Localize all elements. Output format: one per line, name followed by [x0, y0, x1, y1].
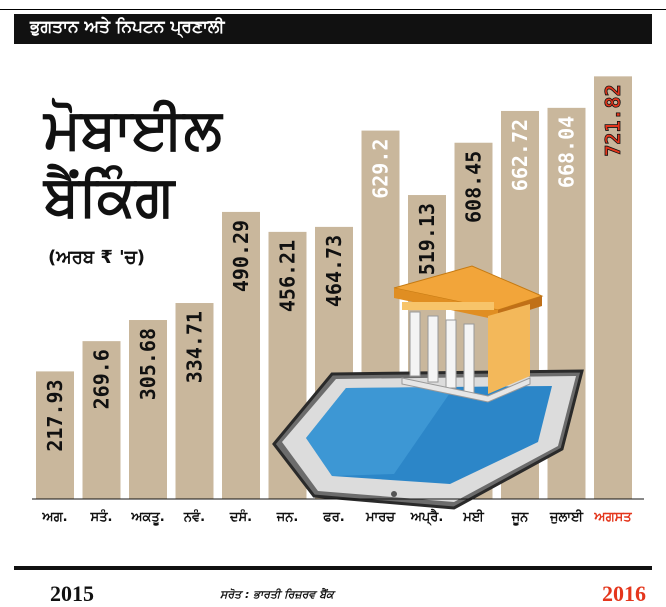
category-label: ਸਤੰ. — [90, 508, 113, 525]
bar-3 — [129, 320, 167, 499]
category-label: ਅਗਸਤ — [593, 510, 632, 525]
category-labels: ਅਗ. ਸਤੰ. ਅਕਤੂ. ਨਵੰ. ਦਸੰ. ਜਨ. ਫਰ. ਮਾਰਚ ਅਪ੍ਰੈ. ਮਈ ਜੂ… — [41, 508, 632, 526]
bar-value-label: 519.13 — [415, 203, 439, 275]
bar-value-label: 334.71 — [183, 311, 207, 383]
bar-value-label: 608.45 — [462, 151, 486, 223]
bar-2 — [82, 341, 121, 499]
bar-value-label: 464.73 — [322, 235, 346, 307]
category-label: ਮਾਰਚ — [365, 510, 396, 525]
banner-title: ਭੁਗਤਾਨ ਅਤੇ ਨਿਪਟਨ ਪ੍ਰਣਾਲੀ — [30, 17, 225, 37]
bar-4 — [175, 303, 214, 499]
bar-value-label: 217.93 — [43, 379, 67, 451]
unit-label: (ਅਰਬ ₹ 'ਚ) — [48, 247, 146, 268]
category-label: ਅਪ੍ਰੈ. — [410, 508, 444, 526]
bar-5 — [222, 211, 260, 499]
header-banner: ਭੁਗਤਾਨ ਅਤੇ ਨਿਪਟਨ ਪ੍ਰਣਾਲੀ — [14, 14, 652, 44]
chart-title-line2: ਬੈਂਕਿੰਗ — [44, 164, 175, 229]
category-label: ਨਵੰ. — [183, 508, 205, 525]
bar-value-label: 269.6 — [90, 349, 114, 409]
source-note: ਸਰੋਤ : ਭਾਰਤੀ ਰਿਜ਼ਰਵ ਬੈਂਕ — [220, 588, 334, 601]
bar-value-label: 456.21 — [276, 240, 300, 312]
category-label: ਮਈ — [462, 509, 485, 525]
category-label: ਜੂਨ — [511, 510, 529, 526]
category-label: ਅਗ. — [41, 510, 67, 525]
phone-illustration — [272, 369, 584, 510]
year-start: 2015 — [50, 581, 94, 606]
category-label: ਜਨ. — [276, 510, 299, 525]
bar-1 — [36, 371, 74, 499]
chart-title-line1: ਮੋਬਾਈਲ — [44, 97, 222, 162]
category-label: ਫਰ. — [322, 510, 345, 525]
bar-value-label: 305.68 — [136, 328, 160, 400]
category-label: ਜੁਲਾਈ — [549, 509, 584, 525]
bar-13 — [594, 76, 632, 499]
year-end: 2016 — [602, 581, 646, 606]
bar-value-label: 721.82 — [601, 84, 625, 156]
bar-value-label: 668.04 — [555, 116, 579, 188]
bottom-rule — [14, 566, 652, 570]
top-rule — [0, 0, 666, 10]
bank-building-icon — [393, 265, 544, 403]
bar-value-label: 490.29 — [229, 220, 253, 292]
category-label: ਦਸੰ. — [229, 508, 252, 525]
category-label: ਅਕਤੂ. — [130, 510, 164, 526]
chart-panel: 217.93 269.6 305.68 334.71 490.29 456.21 464.7… — [14, 44, 652, 606]
bar-value-label: 662.72 — [508, 119, 532, 191]
bar-chart: 217.93 269.6 305.68 334.71 490.29 456.21 464.7… — [32, 76, 644, 526]
bar-value-label: 629.2 — [369, 139, 393, 199]
